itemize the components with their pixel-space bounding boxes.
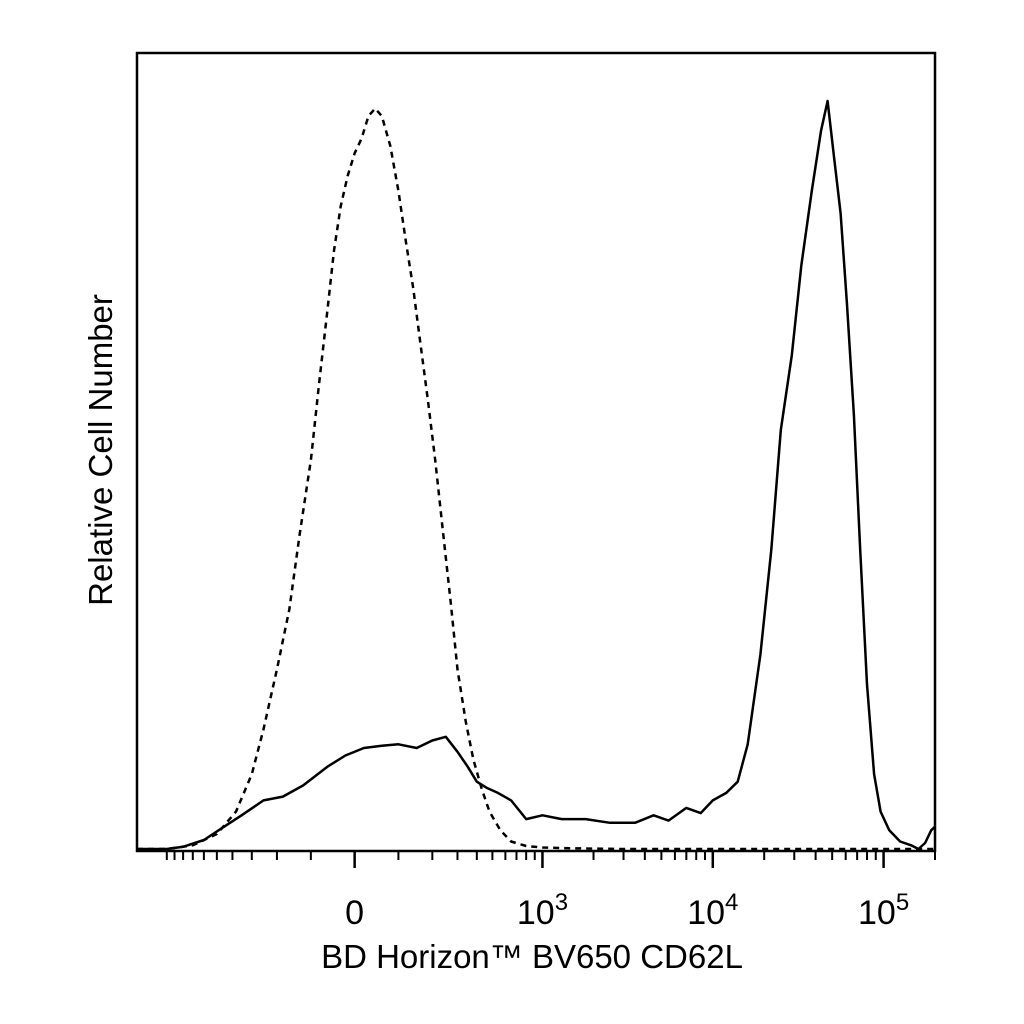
- x-axis-label: BD Horizon™ BV650 CD62L: [321, 938, 743, 975]
- x-tick-label: 0: [345, 894, 364, 932]
- x-tick-labels: 0 103 104 105: [345, 889, 909, 932]
- x-major-ticks: [353, 851, 885, 868]
- x-tick-label: 105: [858, 889, 909, 932]
- x-tick-label: 104: [687, 889, 738, 932]
- solid-histogram-line: [137, 99, 936, 851]
- series-layer: [137, 99, 936, 851]
- y-axis-label: Relative Cell Number: [82, 294, 119, 606]
- x-minor-ticks: [165, 851, 936, 860]
- x-tick-label: 103: [517, 889, 568, 932]
- plot-frame: [135, 51, 937, 853]
- dashed-histogram-line: [137, 107, 935, 851]
